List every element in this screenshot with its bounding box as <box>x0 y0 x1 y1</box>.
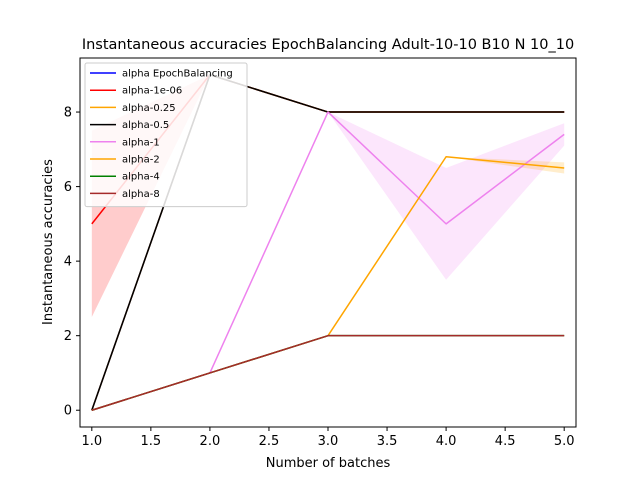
x-tick-label: 3.5 <box>377 434 398 449</box>
x-axis-label: Number of batches <box>266 456 391 471</box>
series-line-alpha-8 <box>91 334 565 411</box>
x-tick-label: 1.0 <box>81 434 102 449</box>
y-tick-label: 2 <box>64 329 72 344</box>
y-tick-label: 8 <box>64 106 72 121</box>
confidence-bands <box>91 74 565 411</box>
legend-label-alpha-4: alpha-4 <box>122 172 160 183</box>
legend-label-alpha-epochbalancing: alpha EpochBalancing <box>122 69 233 80</box>
x-tick-label: 3.0 <box>318 434 339 449</box>
y-tick-label: 4 <box>64 255 72 270</box>
legend-label-alpha-0-5: alpha-0.5 <box>122 120 169 131</box>
x-tick-label: 1.5 <box>141 434 162 449</box>
legend-label-alpha-1: alpha-1 <box>122 137 160 148</box>
legend-label-alpha-1e-06: alpha-1e-06 <box>122 86 182 97</box>
y-axis-ticks: 0 2 4 6 8 <box>64 106 80 419</box>
band-alpha-1 <box>91 112 565 411</box>
y-tick-label: 0 <box>64 404 72 419</box>
y-axis-label: Instantaneous accuracies <box>41 159 56 325</box>
x-tick-label: 5.0 <box>554 434 575 449</box>
x-axis-ticks: 1.0 1.5 2.0 2.5 3.0 3.5 4.0 4.5 5.0 <box>81 427 575 449</box>
chart-title: Instantaneous accuracies EpochBalancing … <box>82 37 574 53</box>
legend-box <box>84 62 248 208</box>
x-tick-label: 4.0 <box>436 434 457 449</box>
y-tick-label: 6 <box>64 180 72 195</box>
x-tick-label: 2.5 <box>259 434 280 449</box>
series-line-alpha-4 <box>91 334 565 411</box>
x-tick-label: 4.5 <box>495 434 516 449</box>
legend-label-alpha-8: alpha-8 <box>122 189 160 200</box>
x-tick-label: 2.0 <box>200 434 221 449</box>
legend: alpha EpochBalancing alpha-1e-06 alpha-0.2… <box>84 62 248 208</box>
legend-label-alpha-0-25: alpha-0.25 <box>122 103 176 114</box>
legend-label-alpha-2: alpha-2 <box>122 155 160 166</box>
